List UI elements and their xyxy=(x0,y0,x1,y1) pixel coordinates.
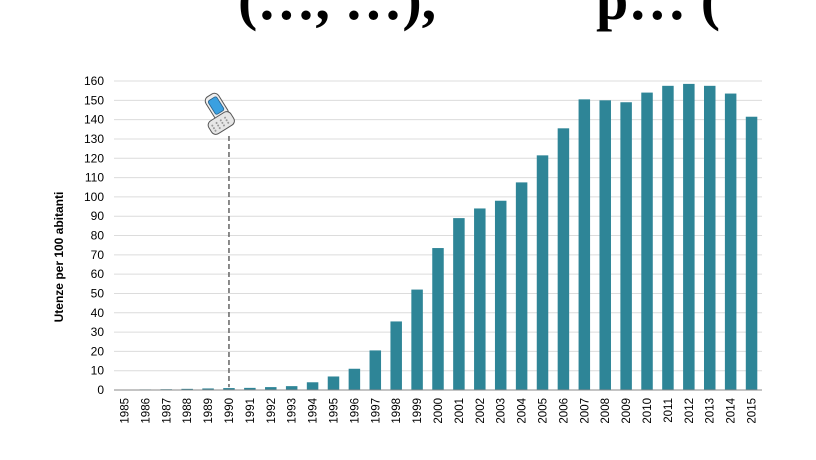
x-tick-label: 2002 xyxy=(475,398,487,424)
bar-1995 xyxy=(327,376,340,390)
bar-1989 xyxy=(202,388,214,390)
x-tick-label: 1996 xyxy=(349,398,361,424)
bar-2014 xyxy=(724,93,737,390)
bar-2001 xyxy=(453,218,465,390)
bar-1990 xyxy=(223,388,235,390)
bar-2007 xyxy=(578,99,591,391)
x-tick-label: 1999 xyxy=(412,398,424,424)
y-tick-label: 70 xyxy=(91,248,105,262)
bar-2010 xyxy=(641,92,653,391)
y-axis-ticks: 0 10 20 30 40 50 60 70 80 90 100 110 120 130 140 150 160 xyxy=(84,74,104,397)
y-tick-label: 140 xyxy=(84,113,104,127)
bars xyxy=(118,83,758,391)
bar-1999 xyxy=(411,289,423,390)
x-tick-label: 2011 xyxy=(663,398,675,423)
x-tick-label: 2007 xyxy=(579,398,591,424)
x-tick-label: 2014 xyxy=(726,397,738,423)
y-tick-label: 90 xyxy=(91,209,105,223)
y-tick-label: 120 xyxy=(84,151,104,165)
y-tick-label: 150 xyxy=(84,93,104,107)
x-tick-label: 2008 xyxy=(600,398,612,424)
bar-2008 xyxy=(599,100,611,390)
bar-2004 xyxy=(515,182,528,390)
x-tick-label: 1997 xyxy=(370,398,382,424)
y-tick-label: 50 xyxy=(91,286,105,300)
x-tick-label: 1994 xyxy=(308,397,320,423)
x-tick-label: 1991 xyxy=(245,398,257,424)
cropped-title: (…, …), p… ( xyxy=(0,0,816,32)
x-tick-label: 2006 xyxy=(558,398,570,424)
bar-2006 xyxy=(557,128,570,391)
x-tick-label: 1990 xyxy=(224,398,236,424)
y-tick-label: 60 xyxy=(91,267,105,281)
bar-2015 xyxy=(745,116,758,391)
x-tick-label: 2003 xyxy=(496,398,508,424)
y-axis-label: Utenze per 100 abitanti xyxy=(52,192,66,323)
x-tick-label: 1988 xyxy=(182,398,194,424)
y-tick-label: 30 xyxy=(91,325,105,339)
x-tick-label: 2012 xyxy=(684,398,696,424)
y-tick-label: 80 xyxy=(91,229,105,243)
x-tick-label: 1985 xyxy=(119,398,131,424)
x-tick-label: 2005 xyxy=(538,398,550,424)
y-tick-label: 10 xyxy=(91,364,105,378)
bar-2000 xyxy=(432,248,444,390)
bar-2011 xyxy=(662,85,674,390)
bar-1997 xyxy=(369,350,382,390)
x-tick-label: 2000 xyxy=(433,398,445,424)
x-tick-label: 2001 xyxy=(454,398,466,424)
x-tick-label: 2010 xyxy=(642,398,654,424)
y-tick-label: 40 xyxy=(91,306,105,320)
title-fragment-right: p… ( xyxy=(596,0,720,33)
x-tick-label: 1989 xyxy=(203,398,215,424)
x-tick-label: 2009 xyxy=(621,398,633,424)
x-tick-label: 1992 xyxy=(266,398,278,424)
y-tick-label: 100 xyxy=(84,190,104,204)
x-tick-label: 1987 xyxy=(161,398,173,424)
x-tick-label: 1998 xyxy=(391,398,403,424)
y-tick-label: 0 xyxy=(97,383,104,397)
bar-1994 xyxy=(306,382,319,390)
x-tick-label: 1993 xyxy=(287,398,299,424)
y-tick-label: 160 xyxy=(84,74,104,88)
x-tick-label: 2013 xyxy=(705,398,717,424)
bar-1998 xyxy=(390,321,402,390)
bar-1992 xyxy=(265,387,277,390)
bar-2003 xyxy=(494,200,507,390)
bar-1991 xyxy=(244,387,256,390)
y-tick-label: 130 xyxy=(84,132,104,146)
bar-1996 xyxy=(348,368,361,390)
y-tick-label: 20 xyxy=(91,344,105,358)
bar-1988 xyxy=(181,388,193,390)
bar-2005 xyxy=(536,155,549,390)
mobile-phone-icon xyxy=(204,92,235,135)
x-axis-labels: 1985 1986 1987 1988 1989 1990 1991 1992 1993 1994… xyxy=(119,397,758,423)
bar-1993 xyxy=(285,386,298,390)
x-tick-label: 1995 xyxy=(328,398,340,424)
x-tick-label: 2004 xyxy=(517,397,529,423)
y-tick-label: 110 xyxy=(85,171,104,185)
phone-annotation xyxy=(204,92,235,388)
x-tick-label: 1986 xyxy=(140,398,152,424)
title-fragment-left: (…, …), xyxy=(238,0,436,33)
bar-2009 xyxy=(620,102,632,391)
bar-2013 xyxy=(703,85,716,390)
x-tick-label: 2015 xyxy=(747,398,759,424)
bar-2012 xyxy=(683,83,695,390)
bar-2002 xyxy=(474,208,486,390)
